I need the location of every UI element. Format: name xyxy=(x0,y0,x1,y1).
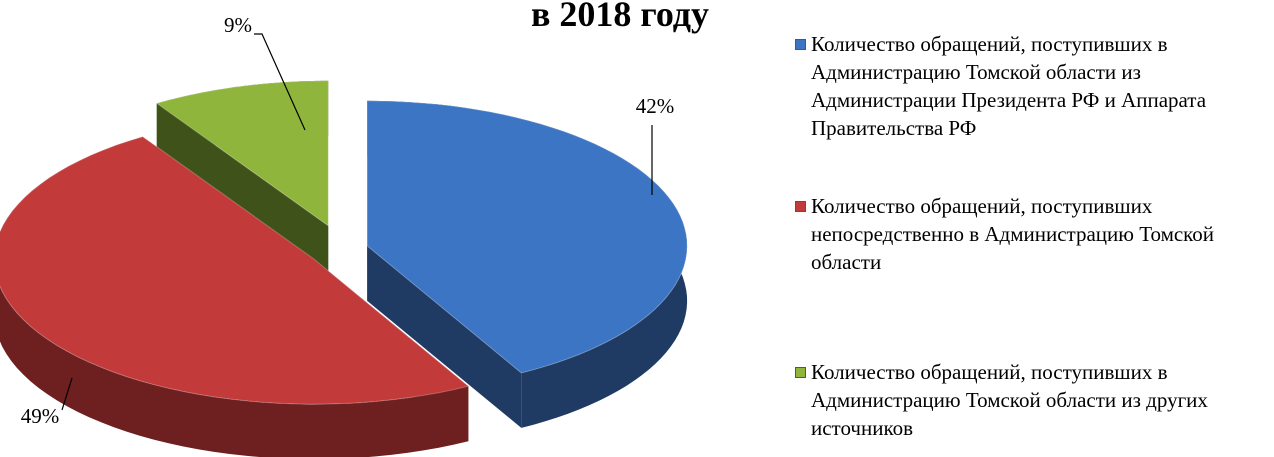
slice-group xyxy=(0,136,470,457)
slice-side xyxy=(0,136,469,457)
chart-title: в 2018 году xyxy=(531,0,709,34)
legend-label: Количество обращений, поступивших непоср… xyxy=(811,194,1215,274)
slice xyxy=(0,136,470,405)
legend-item: Количество обращений, поступивших непоср… xyxy=(795,192,1270,276)
slice-wall xyxy=(367,245,522,428)
data-label: 42% xyxy=(636,94,675,118)
slice-group xyxy=(366,100,688,428)
legend-item: Количество обращений, поступивших в Адми… xyxy=(795,358,1270,442)
leader-line xyxy=(254,33,306,131)
legend-label: Количество обращений, поступивших в Адми… xyxy=(811,32,1207,140)
data-label: 9% xyxy=(224,13,252,37)
legend-item: Количество обращений, поступивших в Адми… xyxy=(795,30,1270,142)
legend-label: Количество обращений, поступивших в Адми… xyxy=(811,360,1208,440)
legend-swatch xyxy=(795,367,806,378)
slice-group xyxy=(155,80,329,281)
slice xyxy=(155,80,329,227)
leader-line xyxy=(61,377,73,411)
chart: в 2018 году 42% 49% 9% xyxy=(0,0,709,457)
legend-swatch xyxy=(795,39,806,50)
data-label: 49% xyxy=(21,404,60,428)
slice xyxy=(366,100,688,374)
legend-swatch xyxy=(795,201,806,212)
